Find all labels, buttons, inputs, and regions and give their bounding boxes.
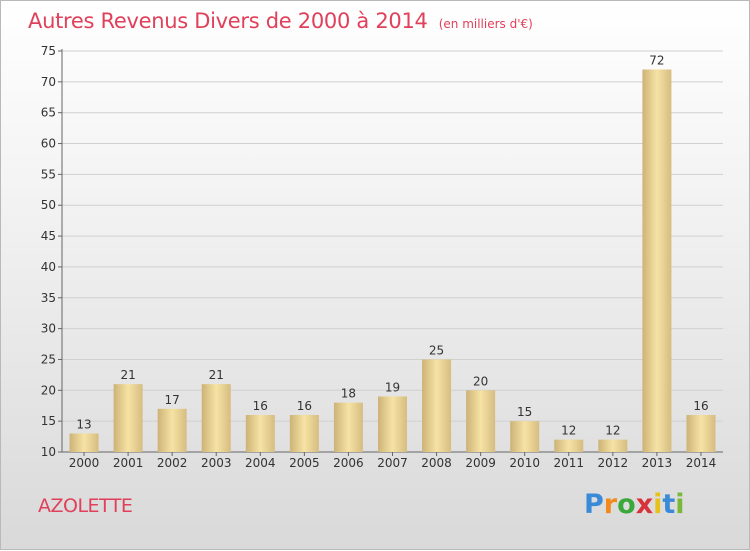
data-label: 12 — [605, 424, 620, 438]
y-tick-label: 10 — [41, 445, 56, 459]
bar — [245, 414, 275, 452]
x-tick-label: 2010 — [509, 456, 540, 470]
bar — [157, 408, 187, 452]
bar — [289, 414, 319, 452]
data-label: 15 — [517, 405, 532, 419]
title-text: Autres Revenus Divers de 2000 à 2014 — [28, 9, 428, 33]
unit-note: (en milliers d'€) — [438, 17, 533, 31]
bar — [554, 439, 584, 452]
x-tick-label: 2014 — [686, 456, 717, 470]
proxiti-logo[interactable]: Proxiti — [584, 489, 685, 520]
bar — [510, 421, 540, 452]
x-tick-label: 2007 — [377, 456, 408, 470]
y-tick-label: 15 — [41, 414, 56, 428]
x-tick-label: 2003 — [201, 456, 232, 470]
x-tick-label: 2005 — [289, 456, 320, 470]
x-tick-label: 2008 — [421, 456, 452, 470]
data-label: 21 — [209, 368, 224, 382]
y-tick-label: 25 — [41, 352, 56, 366]
x-tick-label: 2006 — [333, 456, 364, 470]
logo-letter: x — [635, 489, 654, 520]
bar — [642, 69, 672, 452]
bar — [598, 439, 628, 452]
y-tick-label: 60 — [41, 137, 56, 151]
x-tick-label: 2001 — [113, 456, 144, 470]
bar — [113, 384, 143, 452]
x-tick-label: 2009 — [465, 456, 496, 470]
y-tick-label: 40 — [41, 260, 56, 274]
data-label: 72 — [649, 54, 664, 68]
data-label: 13 — [76, 417, 91, 431]
data-label: 25 — [429, 343, 444, 357]
logo-letter: P — [584, 489, 604, 520]
data-label: 19 — [385, 380, 400, 394]
y-tick-label: 75 — [41, 44, 56, 58]
logo-letter: t — [662, 489, 676, 520]
y-tick-label: 50 — [41, 198, 56, 212]
grid-lines — [62, 50, 723, 422]
data-label: 16 — [693, 399, 708, 413]
x-tick-label: 2012 — [598, 456, 629, 470]
data-label: 20 — [473, 374, 488, 388]
y-tick-label: 65 — [41, 106, 56, 120]
data-label: 16 — [253, 399, 268, 413]
bars — [69, 69, 716, 452]
logo-letter: o — [617, 489, 636, 520]
x-tick-label: 2002 — [157, 456, 188, 470]
x-tick-label: 2000 — [69, 456, 100, 470]
logo-letter: i — [675, 489, 685, 520]
y-tick-label: 55 — [41, 167, 56, 181]
bar — [466, 390, 496, 452]
logo-letter: i — [653, 489, 663, 520]
y-tick-label: 20 — [41, 383, 56, 397]
logo-letter: r — [603, 489, 618, 520]
chart-title: Autres Revenus Divers de 2000 à 2014 (en… — [28, 9, 533, 33]
bar — [378, 396, 407, 452]
data-label: 18 — [341, 387, 356, 401]
x-tick-label: 2011 — [553, 456, 584, 470]
data-label: 16 — [297, 399, 312, 413]
x-tick-label: 2013 — [642, 456, 673, 470]
bar — [333, 402, 363, 452]
bar — [69, 433, 99, 452]
bar — [201, 384, 231, 452]
y-tick-label: 70 — [41, 75, 56, 89]
bar — [422, 359, 452, 452]
y-tick-label: 35 — [41, 291, 56, 305]
data-label: 12 — [561, 424, 576, 438]
data-label: 21 — [120, 368, 135, 382]
data-labels: 13 21 17 21 16 16 18 19 25 20 15 12 12 72 16 — [76, 54, 708, 438]
y-tick-label: 30 — [41, 322, 56, 336]
y-tick-label: 45 — [41, 229, 56, 243]
place-name: AZOLETTE — [38, 495, 133, 517]
data-label: 17 — [165, 393, 180, 407]
bar — [686, 414, 716, 452]
x-tick-label: 2004 — [245, 456, 276, 470]
